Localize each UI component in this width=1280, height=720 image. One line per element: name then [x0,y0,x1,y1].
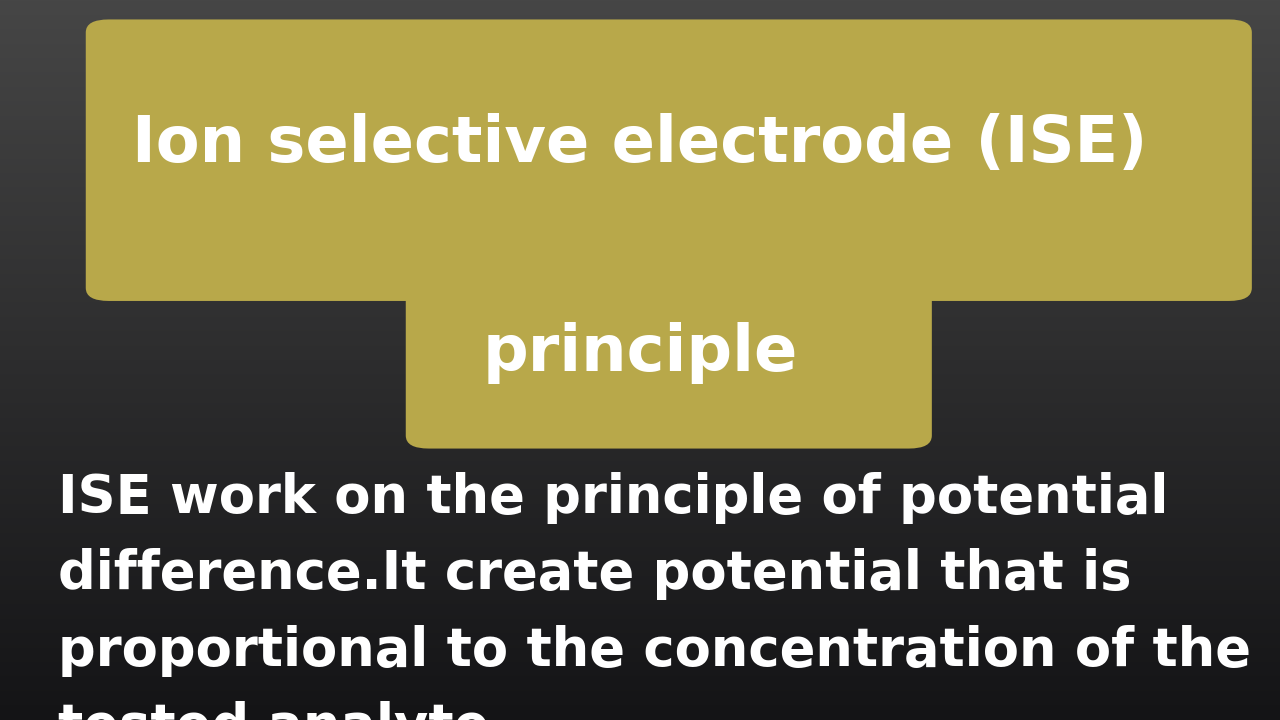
Bar [429,263,909,292]
Text: Ion selective electrode (ISE): Ion selective electrode (ISE) [132,113,1148,175]
Text: principle: principle [483,322,797,384]
Text: ISE work on the principle of potential
difference.It create potential that is
pr: ISE work on the principle of potential d… [58,472,1251,720]
FancyBboxPatch shape [406,235,932,449]
FancyBboxPatch shape [86,19,1252,301]
